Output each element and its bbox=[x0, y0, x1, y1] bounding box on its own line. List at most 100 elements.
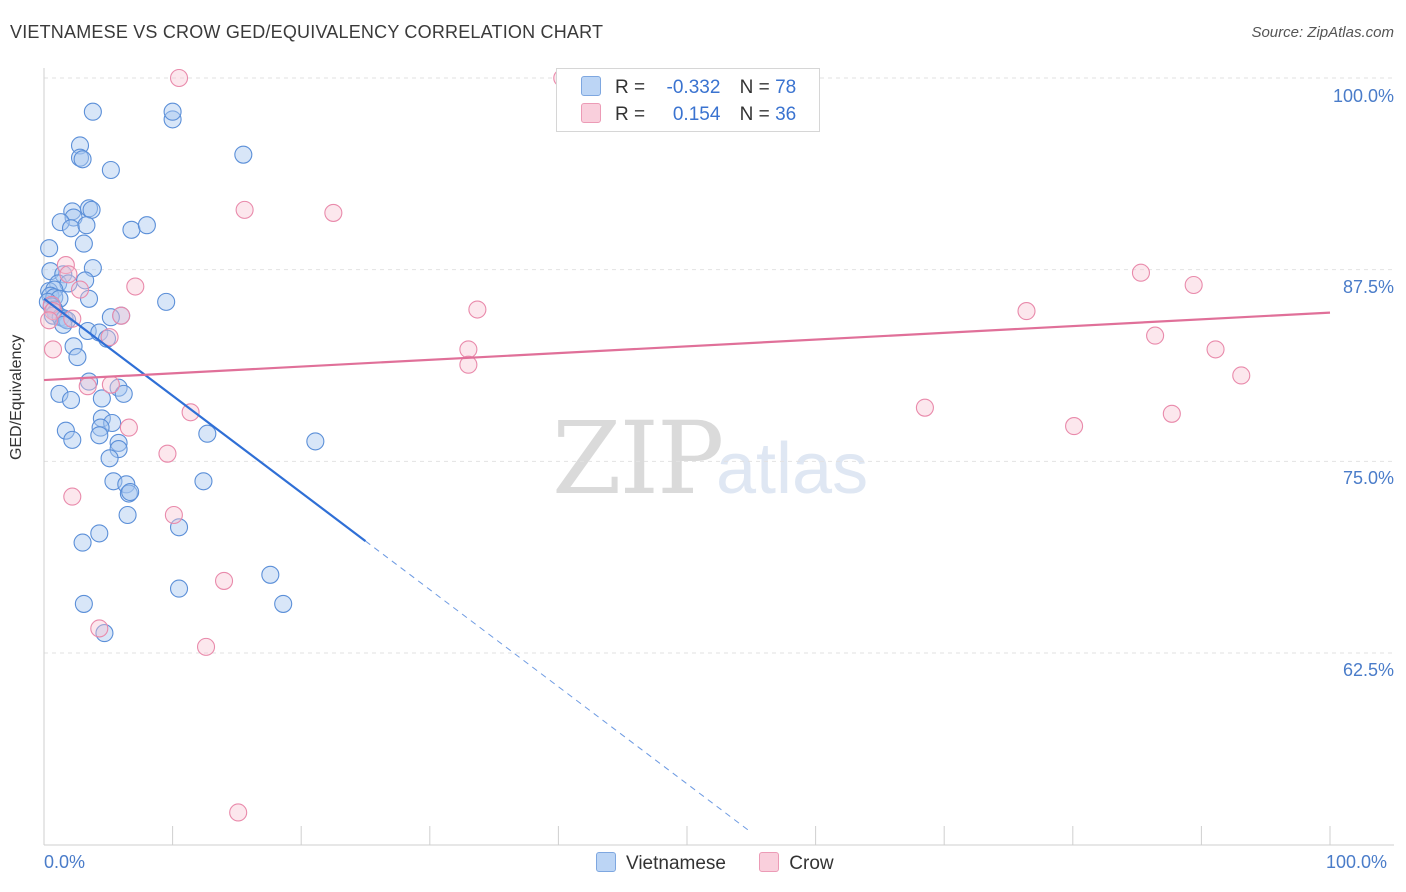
data-point-crow bbox=[235, 200, 254, 219]
data-point-vietnamese bbox=[92, 389, 111, 408]
y-tick-label: 75.0% bbox=[1342, 468, 1394, 488]
source-credit: Source: ZipAtlas.com bbox=[1251, 24, 1394, 41]
data-point-crow bbox=[43, 340, 63, 359]
data-point-crow bbox=[1017, 302, 1036, 321]
x-tick-label: 0.0% bbox=[44, 852, 86, 872]
data-point-crow bbox=[1131, 263, 1151, 282]
legend-label: Vietnamese bbox=[626, 853, 726, 874]
data-point-vietnamese bbox=[74, 234, 93, 253]
y-tick-label: 62.5% bbox=[1342, 660, 1394, 680]
data-point-vietnamese bbox=[90, 426, 109, 445]
legend-swatch-blue bbox=[596, 852, 616, 872]
watermark-zip: ZIP bbox=[552, 400, 724, 517]
legend-label: Crow bbox=[789, 853, 834, 874]
data-point-vietnamese bbox=[234, 145, 253, 164]
data-point-crow bbox=[1184, 275, 1203, 295]
vietnamese-points bbox=[38, 102, 325, 643]
legend-swatch-blue bbox=[581, 76, 601, 96]
data-point-vietnamese bbox=[40, 239, 59, 258]
data-point-crow bbox=[459, 355, 478, 374]
data-point-vietnamese bbox=[169, 579, 189, 598]
crow-points bbox=[40, 68, 1251, 822]
legend-swatch-pink bbox=[759, 852, 780, 872]
data-point-vietnamese bbox=[100, 449, 119, 468]
data-point-vietnamese bbox=[118, 505, 137, 525]
data-point-vietnamese bbox=[83, 102, 102, 121]
data-point-crow bbox=[101, 375, 120, 394]
data-point-crow bbox=[100, 328, 119, 347]
legend-n-value: 36 bbox=[775, 104, 797, 125]
watermark-atlas: atlas bbox=[716, 429, 869, 509]
data-point-vietnamese bbox=[101, 160, 120, 180]
data-point-vietnamese bbox=[114, 384, 133, 403]
data-point-crow bbox=[126, 277, 145, 296]
grid-lines bbox=[44, 77, 1394, 654]
series-legend: Vietnamese Crow bbox=[596, 852, 862, 875]
data-point-crow bbox=[112, 306, 131, 325]
legend-r-value: -0.332 bbox=[666, 77, 721, 98]
data-point-crow bbox=[59, 265, 78, 284]
data-point-crow bbox=[119, 418, 138, 437]
x-tick-label: 100.0% bbox=[1326, 852, 1388, 872]
data-point-crow bbox=[459, 340, 478, 359]
data-point-vietnamese bbox=[137, 216, 156, 235]
legend-item-crow[interactable]: Crow bbox=[759, 852, 834, 875]
data-point-crow bbox=[214, 571, 234, 590]
data-point-vietnamese bbox=[73, 533, 92, 552]
stats-legend: R = -0.332 N = 78 R = 0.154 N = 36 bbox=[556, 68, 820, 132]
data-point-crow bbox=[40, 311, 59, 330]
legend-item-vietnamese[interactable]: Vietnamese bbox=[596, 852, 726, 875]
trend-lines bbox=[43, 297, 1331, 833]
legend-n-label: N = bbox=[739, 104, 770, 125]
data-point-vietnamese bbox=[306, 432, 325, 451]
data-point-vietnamese bbox=[198, 424, 217, 443]
data-point-vietnamese bbox=[121, 482, 140, 502]
axes bbox=[43, 68, 1394, 846]
legend-row-vietnamese: R = -0.332 N = 78 bbox=[581, 76, 796, 99]
data-point-vietnamese bbox=[61, 390, 81, 410]
trend-line-vietnamese bbox=[43, 297, 367, 542]
legend-r-label: R = bbox=[615, 104, 646, 125]
legend-n-value: 78 bbox=[775, 77, 797, 98]
data-point-vietnamese bbox=[51, 213, 70, 232]
data-point-vietnamese bbox=[261, 565, 280, 584]
data-point-vietnamese bbox=[68, 348, 87, 367]
legend-n-label: N = bbox=[739, 77, 770, 98]
data-point-vietnamese bbox=[163, 110, 182, 129]
data-point-crow bbox=[70, 280, 90, 299]
data-point-vietnamese bbox=[74, 594, 93, 613]
y-axis-label: GED/Equivalency bbox=[8, 334, 25, 460]
legend-row-crow: R = 0.154 N = 36 bbox=[581, 103, 796, 126]
data-point-vietnamese bbox=[54, 315, 73, 334]
trend-line-vietnamese-extrapolated bbox=[365, 540, 752, 833]
data-point-vietnamese bbox=[82, 200, 101, 219]
data-point-vietnamese bbox=[64, 337, 83, 356]
data-point-vietnamese bbox=[90, 524, 109, 543]
data-point-crow bbox=[324, 203, 343, 222]
data-point-crow bbox=[63, 487, 82, 506]
data-point-vietnamese bbox=[70, 136, 90, 155]
data-point-vietnamese bbox=[73, 150, 92, 169]
legend-r-label: R = bbox=[615, 77, 646, 98]
data-point-vietnamese bbox=[56, 421, 75, 440]
data-point-vietnamese bbox=[63, 430, 82, 449]
data-point-vietnamese bbox=[109, 433, 128, 452]
data-point-crow bbox=[915, 398, 934, 417]
data-point-vietnamese bbox=[274, 594, 293, 613]
trend-line-crow bbox=[43, 311, 1331, 382]
data-point-crow bbox=[196, 637, 216, 656]
legend-swatch-pink bbox=[581, 103, 601, 123]
data-point-crow bbox=[229, 803, 248, 822]
data-point-vietnamese bbox=[157, 292, 176, 311]
data-point-vietnamese bbox=[194, 472, 213, 491]
data-point-crow bbox=[1146, 326, 1165, 345]
data-point-crow bbox=[90, 619, 109, 638]
data-point-vietnamese bbox=[50, 384, 69, 403]
data-point-crow bbox=[164, 505, 183, 525]
data-point-vietnamese bbox=[61, 219, 81, 238]
data-point-vietnamese bbox=[91, 418, 110, 437]
data-point-vietnamese bbox=[163, 102, 182, 121]
y-tick-label: 100.0% bbox=[1332, 86, 1394, 106]
data-point-vietnamese bbox=[77, 216, 96, 235]
